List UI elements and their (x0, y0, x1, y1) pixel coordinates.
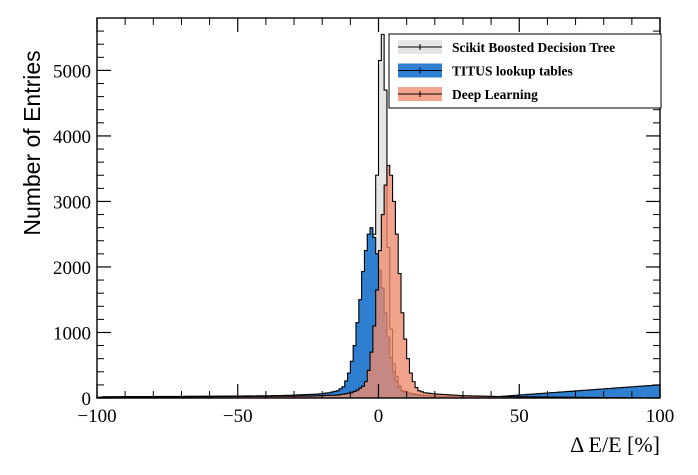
x-tick-label: −50 (223, 406, 253, 427)
y-tick-label: 3000 (53, 192, 91, 213)
x-tick-label: 0 (374, 406, 384, 427)
x-axis-title: Δ E/E [%] (570, 432, 660, 457)
x-tick-label: −100 (77, 406, 116, 427)
legend-entries: Scikit Boosted Decision Tree TITUS lookup… (398, 40, 615, 102)
y-tick-label: 2000 (53, 258, 91, 279)
x-tick-label: 100 (646, 406, 675, 427)
histogram-series-2 (96, 164, 660, 399)
legend-label: Deep Learning (452, 87, 538, 102)
y-tick-label: 0 (82, 389, 92, 410)
y-tick-label: 1000 (53, 323, 91, 344)
y-tick-label: 5000 (53, 61, 91, 82)
y-tick-label: 4000 (53, 127, 91, 148)
legend-label: TITUS lookup tables (452, 64, 573, 79)
legend: Scikit Boosted Decision Tree TITUS lookup… (388, 33, 662, 109)
x-tick-label: 50 (510, 406, 529, 427)
y-axis-title: Number of Entries (19, 50, 45, 235)
legend-label: Scikit Boosted Decision Tree (452, 40, 615, 55)
